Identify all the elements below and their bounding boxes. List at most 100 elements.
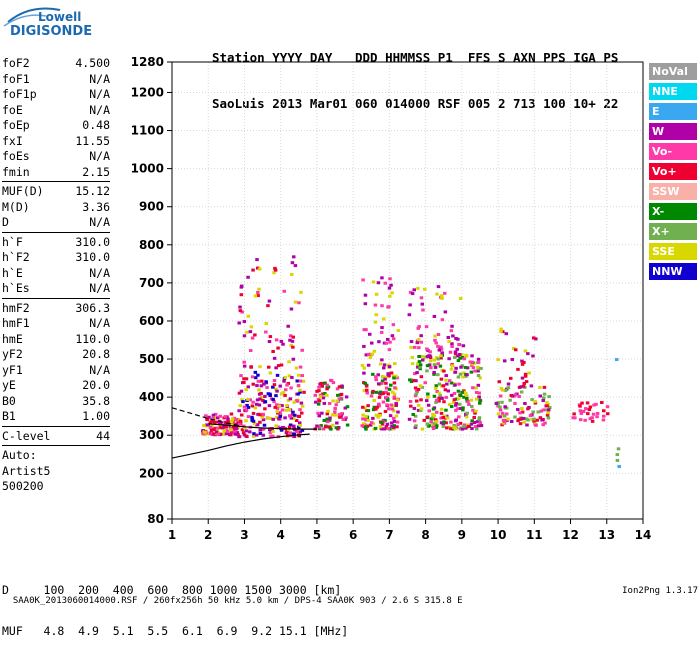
echo-point [314,400,318,404]
param-note: Auto: [2,448,37,462]
x-tick-label: 6 [349,528,357,542]
echo-point [521,416,526,420]
echo-point [374,375,378,379]
echo-point [520,362,525,366]
echo-point [519,390,524,394]
echo-point [506,417,510,421]
echo-point [522,420,526,424]
param-label: M(D) [2,199,30,214]
echo-point [221,432,225,436]
echo-point [340,384,344,388]
echo-point [464,374,468,378]
echo-point [372,398,376,402]
header-values: SaoLuis 2013 Mar01 060 014000 RSF 005 2 … [212,96,619,111]
echo-point [246,275,250,279]
echo-point [325,387,329,391]
echo-point [335,387,340,391]
echo-point [327,401,332,405]
echo-point [387,365,392,369]
echo-point [363,381,367,385]
echo-point [408,399,413,403]
echo-point [390,334,395,338]
echo-point [413,425,418,429]
echo-point [478,421,482,425]
echo-point [275,389,279,393]
echo-point [387,407,391,411]
echo-point [331,399,335,403]
echo-point [268,430,272,434]
echo-point [429,417,434,421]
echo-point [296,425,301,429]
echo-point [215,426,220,430]
echo-point [388,340,392,344]
y-tick-label: 1000 [131,162,164,176]
echo-point [431,412,435,416]
echo-point [440,351,444,355]
echo-point [255,398,260,402]
echo-point [581,410,586,414]
echo-point [376,382,381,386]
echo-point [457,397,461,401]
echo-point [343,406,348,410]
echo-point [435,292,439,296]
echo-point [263,400,268,404]
echo-point [451,400,456,404]
echo-point [447,379,452,383]
echo-point [366,409,371,413]
echo-point [414,379,418,383]
echo-point [458,296,463,300]
x-tick-label: 2 [204,528,212,542]
echo-point [433,418,438,422]
echo-point [541,423,545,427]
echo-point [453,350,458,354]
echo-point [391,374,396,378]
echo-point [453,383,457,387]
param-value: N/A [89,281,110,295]
echo-point [444,395,448,399]
y-tick-label: 400 [139,390,164,404]
param-row: foF1p N/A [2,87,110,103]
param-divider [2,297,110,299]
echo-point [444,421,448,425]
param-note: 500200 [2,479,44,493]
echo-point [407,313,412,317]
ionogram-chart: 1 2 3 4 5 6 7 8 9 10 11 12 13 14802003004005006007008… [131,55,652,542]
echo-point [434,410,439,414]
echo-point [389,371,394,375]
echo-point [362,389,367,393]
echo-point [394,374,398,378]
profile-trace [208,423,317,430]
echo-point [249,365,253,369]
echo-point [267,339,272,343]
echo-point [476,373,481,377]
echo-point [289,343,293,347]
echo-point [385,398,390,402]
echo-point [368,332,372,336]
echo-point [504,412,509,416]
echo-point [425,347,429,351]
echo-point [519,385,523,389]
echo-point [258,413,262,417]
echo-point [245,403,249,407]
echo-point [433,386,438,390]
echo-point [503,405,507,409]
param-value: N/A [89,71,110,86]
echo-point [335,421,339,425]
echo-point [530,417,534,421]
param-row: yF2 20.8 [2,347,110,363]
echo-point [218,426,223,430]
echo-point [472,415,476,419]
echo-point [207,423,212,427]
param-label: yF1 [2,362,23,377]
echo-point [498,408,503,412]
param-value: 2.15 [82,164,110,179]
echo-point [458,356,462,360]
echo-point [284,388,288,392]
echo-point [218,414,223,418]
echo-point [506,382,511,386]
echo-point [302,390,306,394]
echo-point [459,406,463,410]
echo-point [259,391,263,395]
echo-point [272,400,276,404]
echo-point [333,410,337,414]
